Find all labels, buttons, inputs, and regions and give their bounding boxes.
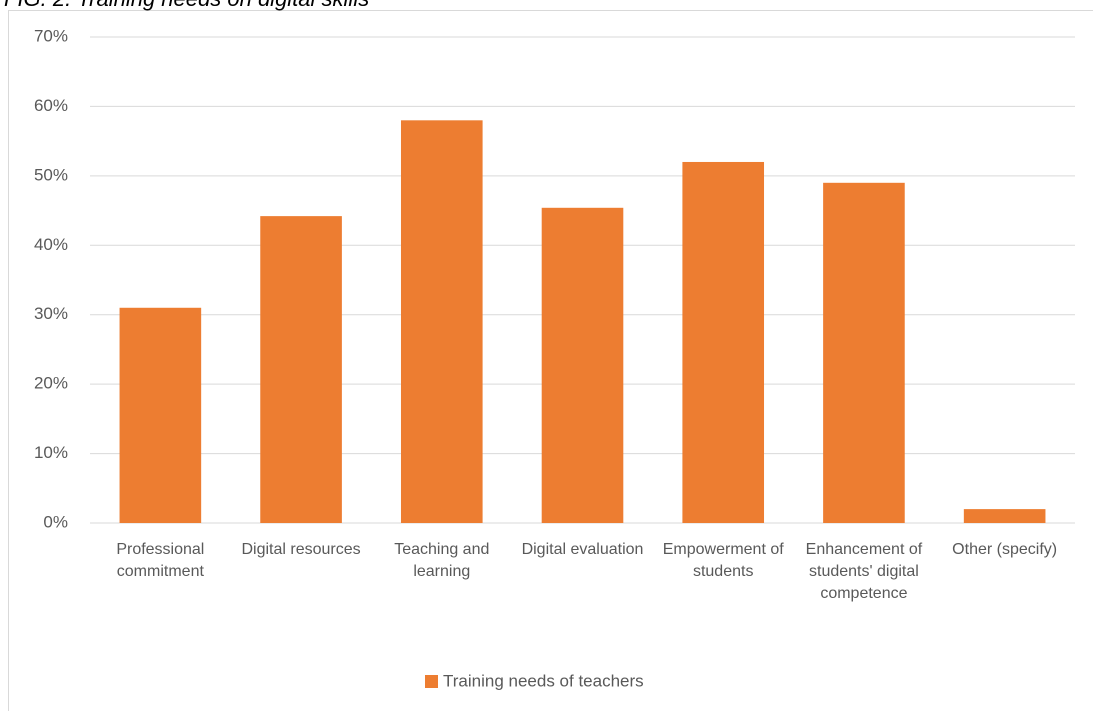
chart-title: FIG. 2. Training needs on digital skills bbox=[4, 0, 369, 12]
legend-label: Training needs of teachers bbox=[443, 671, 644, 690]
bar bbox=[260, 216, 342, 523]
y-tick-label: 0% bbox=[43, 512, 68, 531]
x-tick-label: Teaching and learning bbox=[394, 541, 490, 580]
y-tick-label: 20% bbox=[34, 374, 68, 393]
y-tick-label: 10% bbox=[34, 443, 68, 462]
bar bbox=[119, 307, 202, 523]
x-tick-label: Empowerment of students bbox=[662, 541, 784, 580]
y-tick-label: 50% bbox=[34, 165, 68, 184]
legend-swatch bbox=[425, 675, 438, 688]
bar bbox=[963, 509, 1046, 523]
x-tick-label: Other (specify) bbox=[952, 541, 1058, 558]
x-tick-label: Digital resources bbox=[241, 541, 361, 558]
x-tick-label: Enhancement of students' digital compete… bbox=[805, 541, 923, 602]
bar bbox=[400, 120, 483, 524]
y-tick-label: 60% bbox=[34, 96, 68, 115]
bar bbox=[541, 207, 624, 523]
x-tick-label: Professional commitment bbox=[116, 541, 205, 580]
bar bbox=[682, 161, 765, 523]
y-tick-label: 70% bbox=[34, 26, 68, 45]
x-tick-label: Digital evaluation bbox=[521, 541, 644, 558]
y-tick-label: 40% bbox=[34, 235, 68, 254]
bar bbox=[823, 182, 905, 524]
chart-frame bbox=[8, 10, 1093, 711]
y-tick-label: 30% bbox=[34, 304, 68, 323]
